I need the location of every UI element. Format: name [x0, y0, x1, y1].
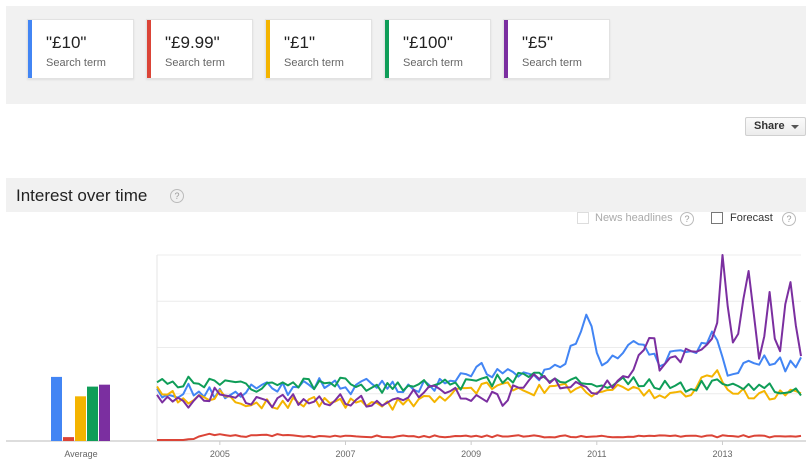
term-color-bar — [28, 20, 32, 78]
x-tick-label: 2011 — [587, 449, 606, 459]
search-term-subtitle: Search term — [403, 57, 463, 69]
news-help-icon[interactable]: ? — [680, 212, 694, 226]
search-term-card[interactable]: "£10" Search term — [27, 19, 134, 79]
news-headlines-label: News headlines — [595, 212, 673, 224]
series-line — [156, 254, 802, 409]
term-color-bar — [147, 20, 151, 78]
interest-over-time-header — [6, 178, 806, 212]
section-title: Interest over time — [16, 186, 148, 205]
search-term-subtitle: Search term — [522, 57, 582, 69]
chevron-down-icon — [791, 125, 799, 129]
search-term-subtitle: Search term — [284, 57, 344, 69]
share-button[interactable]: Share — [745, 117, 806, 136]
search-term-text: "£9.99" — [165, 33, 220, 52]
search-term-card[interactable]: "£9.99" Search term — [146, 19, 253, 79]
search-term-card[interactable]: "£5" Search term — [503, 19, 610, 79]
series-line — [157, 432, 802, 441]
search-term-card[interactable]: "£1" Search term — [265, 19, 372, 79]
term-color-bar — [504, 20, 508, 78]
average-bar — [87, 386, 98, 441]
search-term-text: "£10" — [46, 33, 87, 52]
share-label: Share — [754, 120, 785, 132]
search-term-text: "£1" — [284, 33, 315, 52]
forecast-help-icon[interactable]: ? — [782, 212, 796, 226]
average-bar — [51, 376, 62, 441]
search-term-text: "£5" — [522, 33, 553, 52]
average-label: Average — [64, 449, 97, 459]
x-tick-label: 2007 — [335, 449, 355, 459]
average-bar — [75, 396, 86, 441]
help-icon[interactable]: ? — [170, 189, 184, 203]
search-term-subtitle: Search term — [165, 57, 225, 69]
forecast-checkbox[interactable] — [711, 212, 723, 224]
search-term-subtitle: Search term — [46, 57, 106, 69]
average-bar — [63, 437, 74, 441]
x-tick-label: 2013 — [712, 449, 732, 459]
x-tick-label: 2009 — [461, 449, 481, 459]
series-line — [156, 371, 802, 397]
x-tick-label: 2005 — [210, 449, 230, 459]
average-bar — [99, 384, 110, 441]
term-color-bar — [266, 20, 270, 78]
term-color-bar — [385, 20, 389, 78]
search-term-card[interactable]: "£100" Search term — [384, 19, 491, 79]
news-headlines-checkbox[interactable] — [577, 212, 589, 224]
search-term-text: "£100" — [403, 33, 453, 52]
forecast-label: Forecast — [730, 212, 773, 224]
series-line — [156, 369, 802, 411]
